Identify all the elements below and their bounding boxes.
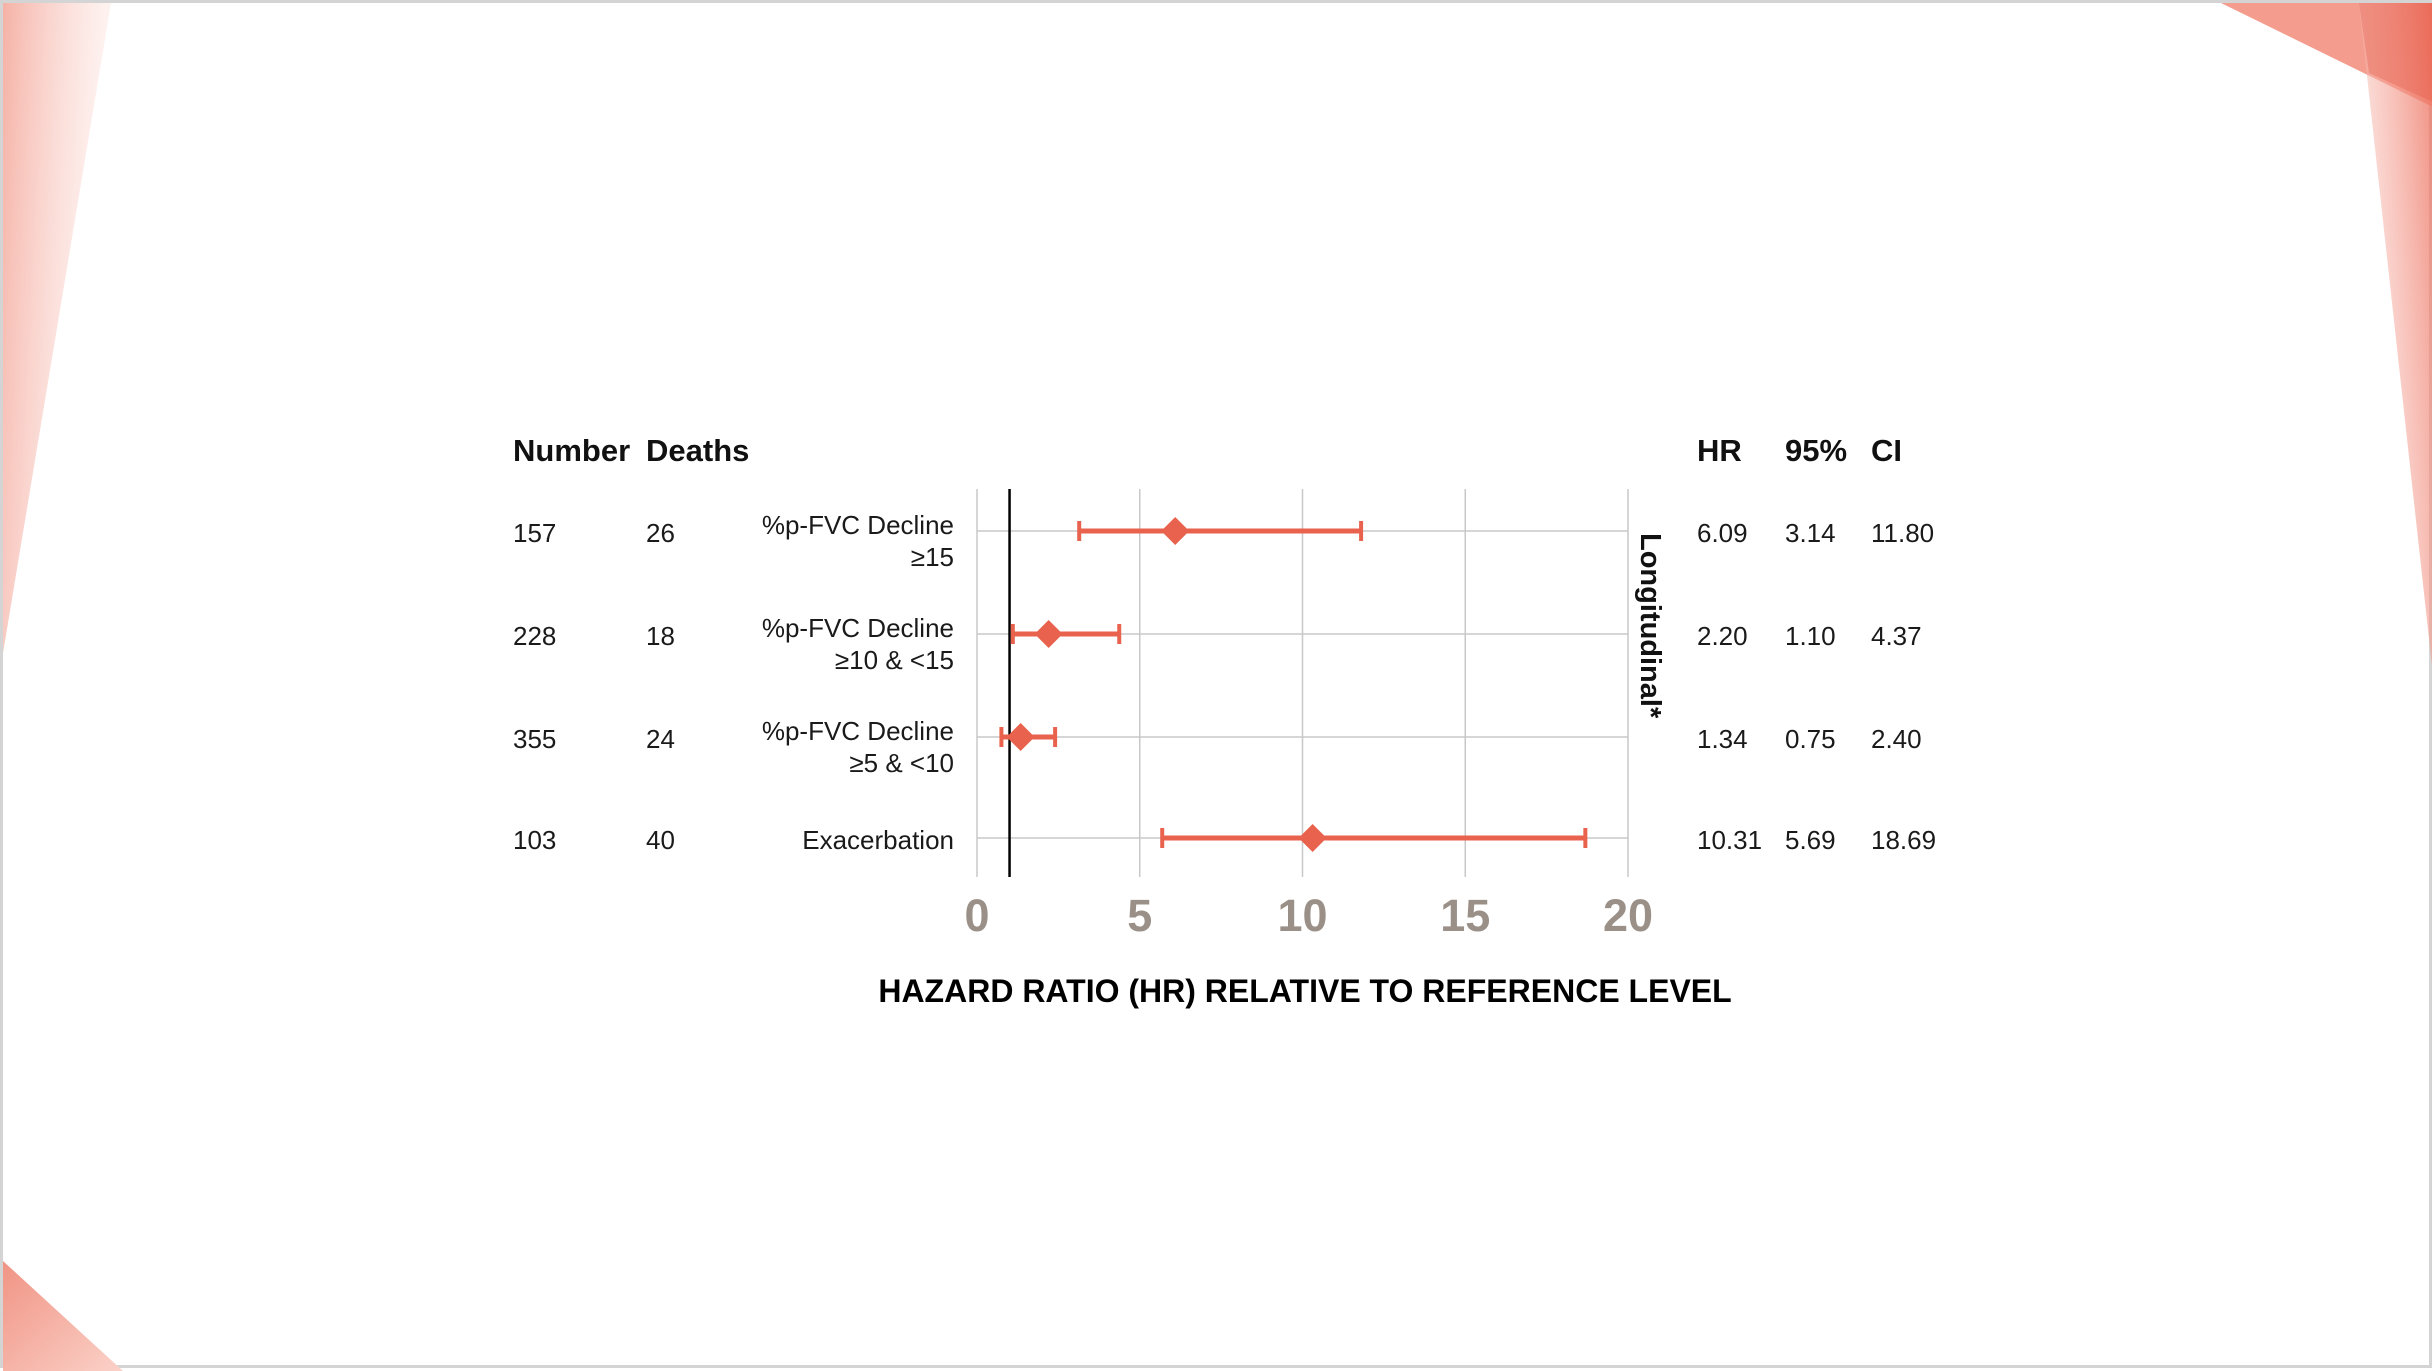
forest-row: 228 18 2.20 1.10 4.37 %p-FVC Decline≥10 & <15: [513, 613, 1922, 675]
row-label-line2: ≥10 & <15: [835, 645, 954, 675]
cell-hr: 2.20: [1697, 621, 1748, 651]
cell-ci-upper: 11.80: [1871, 518, 1934, 548]
cell-deaths: 26: [646, 518, 675, 548]
header-ci: CI: [1871, 433, 1902, 468]
hr-point: [1034, 620, 1063, 648]
row-label-line2: ≥5 & <10: [849, 748, 954, 778]
x-tick-label: 5: [1127, 890, 1152, 941]
plot-grid: [976, 489, 1629, 877]
forest-row: 103 40 10.31 5.69 18.69 Exacerbation: [513, 824, 1936, 855]
row-label-line1: %p-FVC Decline: [762, 510, 954, 540]
row-label-line1: %p-FVC Decline: [762, 716, 954, 746]
row-label-line2: ≥15: [911, 542, 954, 572]
forest-row: 355 24 1.34 0.75 2.40 %p-FVC Decline≥5 & <10: [513, 716, 1922, 778]
forest-row: 157 26 6.09 3.14 11.80 %p-FVC Decline≥15: [513, 510, 1934, 572]
header-deaths: Deaths: [646, 433, 749, 468]
cell-hr: 6.09: [1697, 518, 1748, 548]
row-label-line1: %p-FVC Decline: [762, 613, 954, 643]
cell-hr: 1.34: [1697, 724, 1748, 754]
header-95: 95%: [1785, 433, 1847, 468]
cell-ci-upper: 18.69: [1871, 825, 1936, 855]
x-tick-label: 10: [1277, 890, 1327, 941]
left-ribbon: [3, 3, 111, 653]
x-axis-ticks: 0 5 10 15 20: [964, 890, 1653, 941]
x-axis-title: HAZARD RATIO (HR) RELATIVE TO REFERENCE …: [878, 973, 1731, 1009]
side-label-longitudinal: Longitudinal*: [1634, 533, 1666, 719]
hr-point: [1161, 517, 1190, 545]
cell-ci-lower: 1.10: [1785, 621, 1836, 651]
cell-number: 157: [513, 518, 556, 548]
cell-deaths: 24: [646, 724, 675, 754]
cell-ci-lower: 3.14: [1785, 518, 1836, 548]
x-tick-label: 0: [964, 890, 989, 941]
slide-decoration: [3, 3, 2432, 1371]
x-tick-label: 20: [1603, 890, 1653, 941]
cell-number: 103: [513, 825, 556, 855]
cell-ci-lower: 5.69: [1785, 825, 1836, 855]
bottom-left-ribbon: [3, 1261, 123, 1371]
cell-ci-lower: 0.75: [1785, 724, 1836, 754]
cell-hr: 10.31: [1697, 825, 1762, 855]
column-headers: Number Deaths HR 95% CI: [513, 433, 1902, 468]
cell-ci-upper: 2.40: [1871, 724, 1922, 754]
header-number: Number: [513, 433, 630, 468]
cell-number: 355: [513, 724, 556, 754]
row-label: Exacerbation: [802, 825, 954, 855]
cell-number: 228: [513, 621, 556, 651]
x-tick-label: 15: [1440, 890, 1490, 941]
forest-plot: Number Deaths HR 95% CI 157 26 6.09 3.14 11.…: [513, 433, 1936, 1009]
cell-ci-upper: 4.37: [1871, 621, 1922, 651]
right-ribbon: [2359, 3, 2432, 666]
cell-deaths: 40: [646, 825, 675, 855]
header-hr: HR: [1697, 433, 1742, 468]
hr-point: [1298, 824, 1327, 852]
cell-deaths: 18: [646, 621, 675, 651]
hr-point: [1006, 723, 1035, 751]
